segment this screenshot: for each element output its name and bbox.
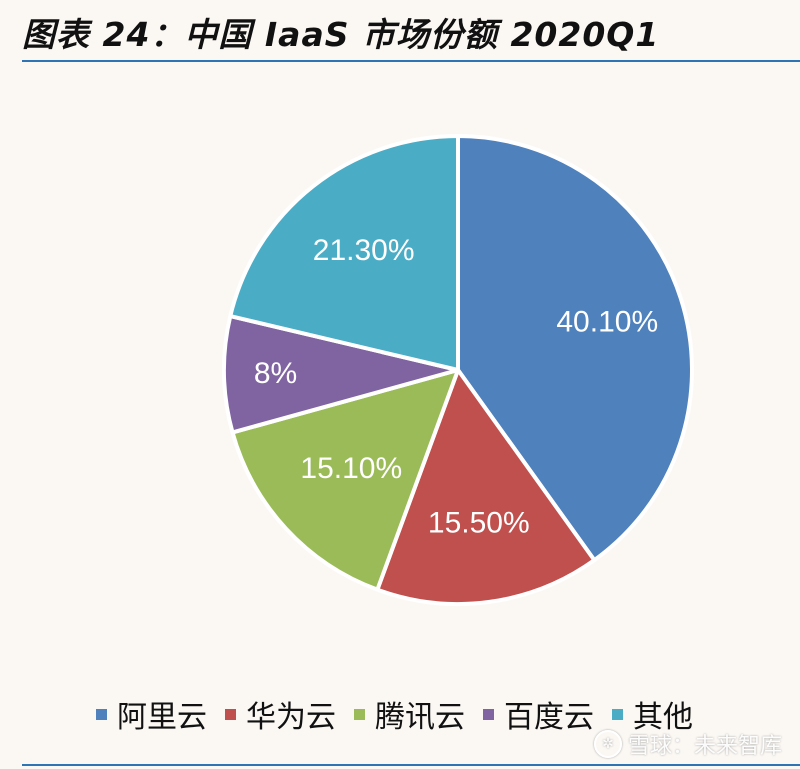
legend-swatch bbox=[612, 708, 623, 720]
bottom-divider bbox=[22, 764, 800, 766]
snowball-logo-icon: ✲ bbox=[593, 730, 622, 758]
chart-title: 图表 24：中国 IaaS 市场份额 2020Q1 bbox=[22, 15, 660, 54]
legend-label: 百度云 bbox=[504, 700, 594, 735]
slice-data-label-1: 40.10% bbox=[556, 306, 658, 339]
legend-swatch bbox=[354, 708, 365, 720]
title-divider bbox=[22, 60, 800, 62]
legend: 阿里云 华为云 腾讯云 百度云 其他 bbox=[96, 692, 693, 736]
watermark: ✲ 雪球：未来智库 bbox=[593, 728, 782, 760]
legend-item-4: 百度云 bbox=[483, 692, 594, 736]
legend-item-1: 阿里云 bbox=[96, 692, 207, 736]
slice-data-label-3: 15.10% bbox=[300, 452, 402, 485]
legend-label: 阿里云 bbox=[117, 700, 207, 735]
pie-slice-4 bbox=[222, 314, 460, 435]
legend-item-2: 华为云 bbox=[225, 692, 336, 736]
legend-label: 华为云 bbox=[246, 700, 336, 735]
pie-slice-1 bbox=[456, 134, 694, 563]
legend-swatch bbox=[225, 708, 236, 720]
legend-label: 腾讯云 bbox=[375, 700, 465, 735]
pie-slice-5 bbox=[228, 134, 460, 372]
legend-swatch bbox=[483, 708, 494, 720]
watermark-text: 雪球：未来智库 bbox=[627, 734, 782, 759]
legend-item-5: 其他 bbox=[612, 692, 693, 736]
slice-data-label-2: 15.50% bbox=[428, 507, 530, 540]
pie-slice-2 bbox=[375, 368, 597, 606]
pie-slice-3 bbox=[230, 368, 460, 592]
slice-data-label-5: 21.30% bbox=[313, 234, 415, 267]
legend-swatch bbox=[96, 708, 107, 720]
slice-data-label-4: 8% bbox=[254, 357, 297, 390]
legend-label: 其他 bbox=[633, 700, 693, 735]
legend-item-3: 腾讯云 bbox=[354, 692, 465, 736]
